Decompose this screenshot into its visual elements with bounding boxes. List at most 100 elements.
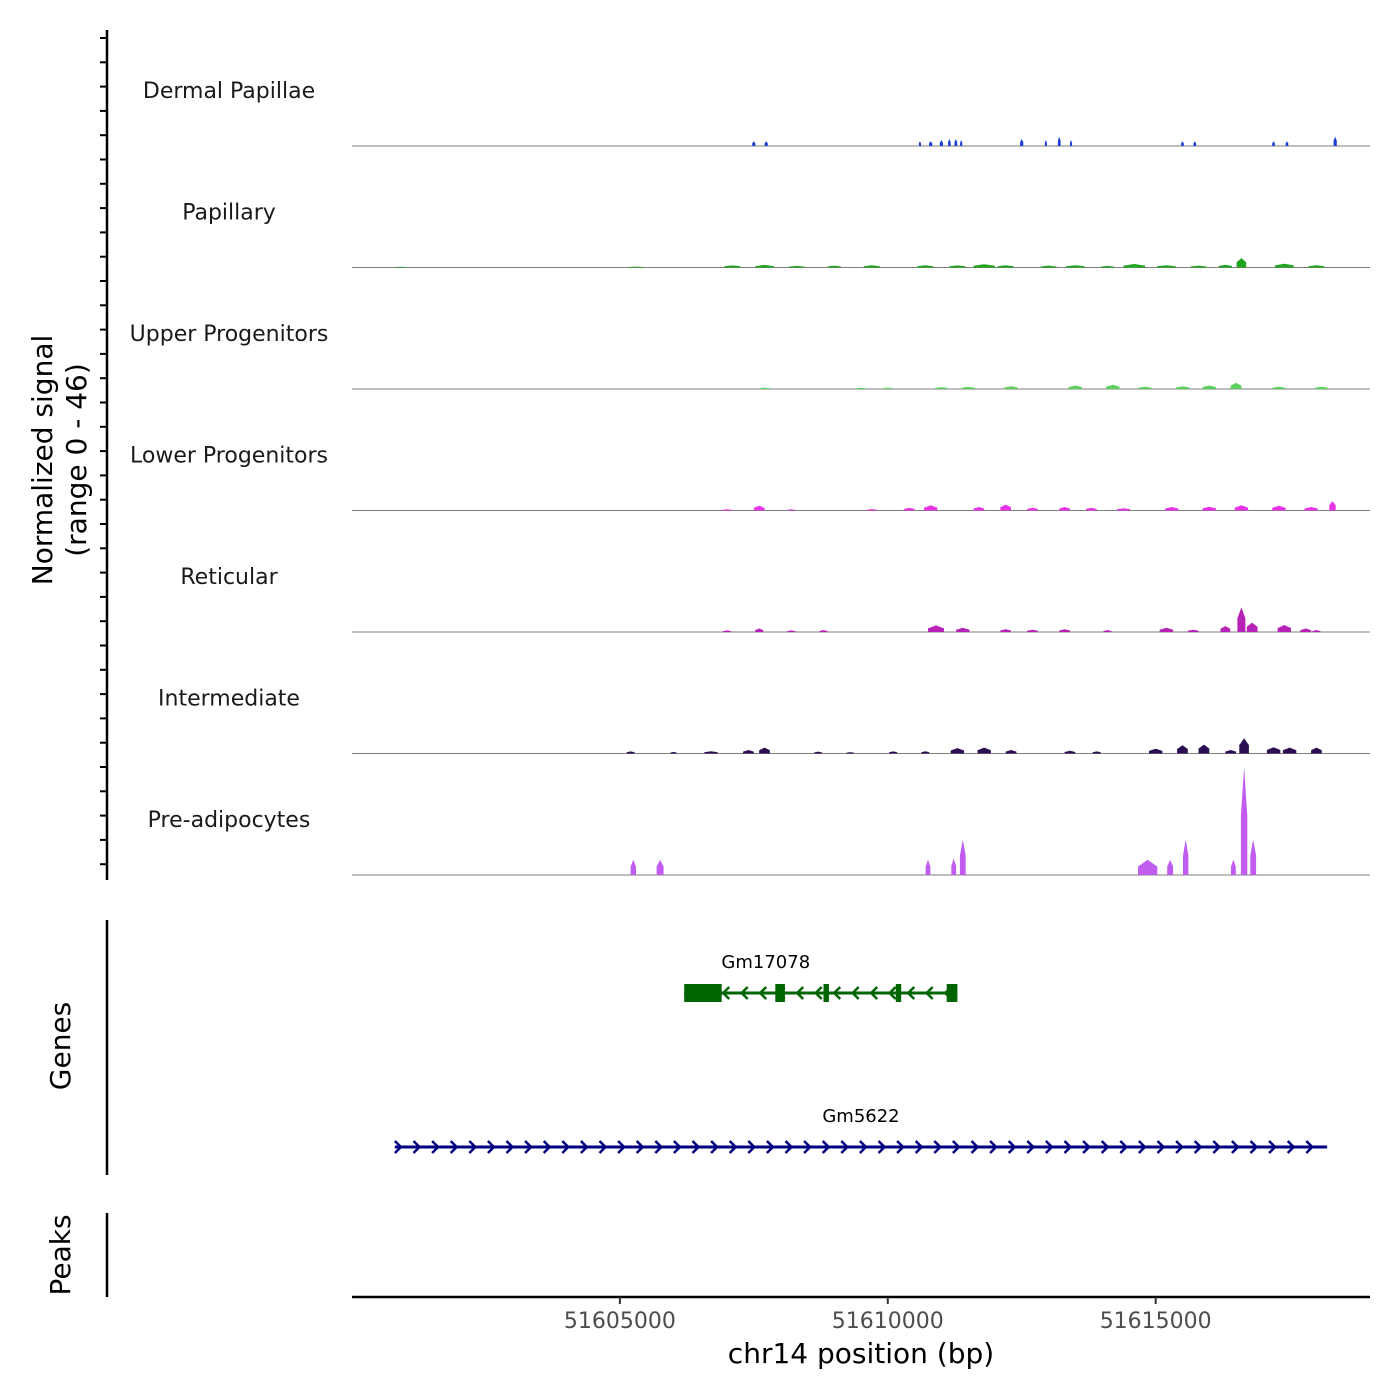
signal-peak <box>961 386 975 389</box>
strand-chevron <box>412 1140 422 1154</box>
track-papillary: Papillary <box>182 201 1370 268</box>
strand-chevron <box>840 1140 850 1154</box>
strand-chevron <box>869 986 879 1000</box>
signal-peak <box>670 751 677 754</box>
signal-peak <box>934 387 949 389</box>
signal-peak <box>764 141 768 146</box>
signal-peak <box>1266 747 1281 754</box>
signal-peak <box>917 265 934 268</box>
strand-chevron <box>896 1140 905 1154</box>
strand-chevron <box>487 1140 496 1154</box>
signal-peak <box>1100 265 1115 268</box>
strand-chevron <box>654 1140 664 1154</box>
strand-chevron <box>710 1140 719 1154</box>
strand-chevron <box>449 1140 459 1154</box>
signal-peak <box>1092 751 1101 754</box>
signal-peak <box>939 140 943 146</box>
track-pre-adipocytes: Pre-adipocytes <box>148 767 1370 876</box>
strand-chevron <box>728 1140 738 1154</box>
strand-chevron <box>617 1140 626 1154</box>
strand-chevron <box>468 1140 478 1154</box>
strand-chevron <box>524 1140 533 1154</box>
signal-peak <box>755 264 774 268</box>
signal-peak <box>1138 859 1158 875</box>
signal-peak <box>1064 750 1076 754</box>
signal-peak <box>951 858 957 875</box>
signal-peak <box>1177 745 1188 754</box>
signal-peak <box>788 265 805 268</box>
signal-peak <box>787 509 796 511</box>
strand-chevron <box>989 1140 998 1154</box>
strand-chevron <box>1119 1140 1129 1154</box>
strand-chevron <box>1007 1140 1017 1154</box>
signal-peak <box>928 625 944 632</box>
signal-peak <box>1175 386 1190 389</box>
signal-peak <box>863 265 880 268</box>
signal-peak <box>1274 263 1294 268</box>
strand-chevron <box>1026 1140 1036 1154</box>
signal-peak <box>956 627 970 632</box>
gene-gm5622: Gm5622 <box>394 1106 1328 1154</box>
y-axis-label: Normalized signal <box>26 335 59 586</box>
signal-peak <box>973 264 995 268</box>
signal-peak <box>921 751 930 754</box>
strand-chevron <box>1082 1140 1091 1154</box>
track-reticular: Reticular <box>180 565 1370 633</box>
signal-peak <box>787 630 796 632</box>
strand-chevron <box>721 986 731 1000</box>
track-lower-progenitors: Lower Progenitors <box>130 444 1370 511</box>
signal-peak <box>977 747 991 754</box>
signal-peak <box>1333 136 1337 146</box>
signal-peak <box>1240 767 1248 875</box>
signal-peak <box>1103 630 1112 632</box>
signal-peak <box>1311 747 1322 754</box>
track-label: Pre-adipocytes <box>148 808 311 833</box>
coverage-tracks: Dermal Papillae Papillary Upper Progenitor… <box>130 79 1370 876</box>
signal-peak <box>1329 501 1336 511</box>
signal-peak <box>1044 140 1047 146</box>
signal-peak <box>1187 629 1199 632</box>
strand-chevron <box>635 1140 645 1154</box>
strand-chevron <box>803 1140 812 1154</box>
signal-peak <box>656 859 664 875</box>
gene-gm17078: Gm17078 <box>684 952 958 1002</box>
signal-peak <box>1070 140 1073 146</box>
gene-exon <box>775 984 785 1002</box>
signal-peak <box>626 751 635 754</box>
signal-peak <box>819 630 828 632</box>
strand-chevron <box>766 1140 775 1154</box>
track-dermal-papillae: Dermal Papillae <box>143 79 1370 147</box>
signal-peak <box>1004 386 1018 389</box>
strand-chevron <box>813 986 823 1000</box>
gene-exon <box>684 984 722 1002</box>
signal-peak <box>1304 507 1318 511</box>
signal-peak <box>827 265 841 268</box>
signal-peak <box>1250 839 1257 875</box>
strand-chevron <box>1138 1140 1147 1154</box>
signal-peak <box>1000 629 1011 632</box>
signal-peak <box>1190 265 1207 268</box>
signal-peak <box>949 265 966 268</box>
track-label: Upper Progenitors <box>130 322 329 347</box>
signal-peak <box>1231 859 1236 875</box>
x-tick-label: 51610000 <box>832 1309 944 1334</box>
signal-peak <box>1020 139 1024 146</box>
y-axis-range-label: (range 0 - 46) <box>60 363 93 557</box>
strand-chevron <box>758 986 768 1000</box>
signal-peak <box>1167 859 1174 875</box>
signal-peak <box>1116 508 1131 511</box>
coverage-y-axis-ticks <box>100 37 107 866</box>
strand-chevron <box>1249 1140 1259 1154</box>
signal-peak <box>755 628 764 632</box>
signal-peak <box>950 748 965 754</box>
signal-peak <box>954 139 958 146</box>
gene-exon <box>895 984 902 1002</box>
strand-chevron <box>394 1140 403 1154</box>
strand-chevron <box>906 986 916 1000</box>
signal-peak <box>1285 141 1289 146</box>
signal-peak <box>752 141 756 146</box>
gene-name-label: Gm17078 <box>721 952 810 973</box>
signal-peak <box>704 751 718 754</box>
x-tick-label: 51615000 <box>1100 1309 1212 1334</box>
signal-peak <box>1005 750 1017 754</box>
